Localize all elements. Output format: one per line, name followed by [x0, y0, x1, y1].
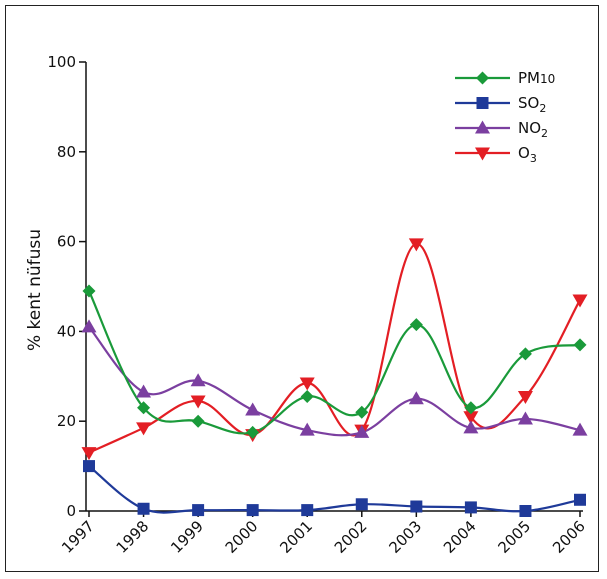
data-point-no2 [190, 373, 206, 387]
legend-label: PM10 [518, 69, 555, 87]
data-point-so2 [410, 500, 423, 513]
series-lines [88, 242, 581, 514]
series-markers [81, 238, 588, 517]
data-point-no2 [354, 424, 370, 438]
data-point-so2 [355, 498, 368, 511]
legend-marker [475, 147, 490, 161]
legend-label: NO2 [518, 119, 548, 140]
data-point-pm10 [137, 401, 151, 415]
data-point-no2 [463, 420, 479, 434]
data-point-o3 [517, 391, 533, 405]
data-point-pm10 [300, 390, 314, 404]
legend-label: O3 [518, 144, 537, 165]
data-point-o3 [572, 294, 588, 308]
data-point-pm10 [82, 284, 96, 298]
y-tick-label: 60 [57, 233, 76, 251]
data-point-pm10 [464, 401, 478, 415]
data-point-o3 [190, 395, 206, 409]
x-tick-label: 1999 [167, 517, 207, 557]
x-tick-label: 2006 [549, 517, 589, 557]
legend-label: SO2 [518, 94, 546, 115]
data-point-no2 [136, 384, 152, 398]
data-point-pm10 [355, 405, 369, 419]
legend: PM10 SO2 NO2 O3 [455, 69, 555, 165]
data-point-so2 [137, 502, 150, 515]
series-line-no2 [88, 326, 581, 437]
data-point-so2 [574, 493, 586, 506]
data-point-o3 [136, 422, 152, 436]
data-point-so2 [192, 504, 205, 517]
data-point-pm10 [246, 425, 260, 439]
legend-entry-so2: SO2 [455, 94, 546, 115]
data-point-o3 [299, 377, 315, 391]
y-tick-label: 20 [57, 412, 76, 430]
y-tick-label: 0 [66, 502, 76, 520]
legend-entry-no2: NO2 [455, 119, 548, 140]
data-point-so2 [246, 504, 259, 517]
data-point-no2 [81, 319, 97, 333]
x-tick-label: 2001 [276, 517, 316, 557]
x-tick-label: 2003 [385, 517, 425, 557]
legend-marker [475, 120, 490, 134]
x-tick-label: 1997 [58, 517, 98, 557]
x-tick-label: 2000 [222, 517, 262, 557]
data-point-so2 [301, 504, 314, 517]
data-point-pm10 [191, 414, 205, 428]
y-axis-title: % kent nüfusu [25, 229, 45, 351]
data-point-no2 [299, 422, 315, 436]
x-tick-label: 2004 [440, 517, 480, 557]
legend-entry-pm10: PM10 [455, 69, 555, 87]
data-point-pm10 [573, 338, 587, 352]
data-point-o3 [408, 238, 424, 252]
data-point-pm10 [518, 347, 532, 361]
data-point-pm10 [409, 318, 423, 332]
data-point-so2 [519, 505, 532, 517]
data-point-so2 [83, 460, 95, 473]
series-line-so2 [88, 465, 581, 514]
legend-marker [476, 97, 489, 109]
x-tick-label: 2002 [331, 517, 371, 557]
data-point-no2 [408, 391, 424, 405]
x-tick-label: 1998 [113, 517, 153, 557]
data-point-no2 [245, 402, 261, 416]
y-tick-label: 40 [57, 322, 76, 340]
legend-entry-o3: O3 [455, 144, 537, 165]
y-tick-label: 80 [57, 143, 76, 161]
chart-frame [5, 5, 599, 572]
y-tick-label: 100 [47, 53, 76, 71]
legend-marker [476, 71, 489, 85]
data-point-so2 [464, 501, 477, 514]
data-point-no2 [517, 411, 533, 425]
data-point-no2 [572, 422, 588, 436]
series-line-pm10 [88, 290, 581, 435]
data-point-o3 [463, 411, 479, 425]
data-point-o3 [81, 447, 97, 461]
x-tick-label: 2005 [495, 517, 535, 557]
